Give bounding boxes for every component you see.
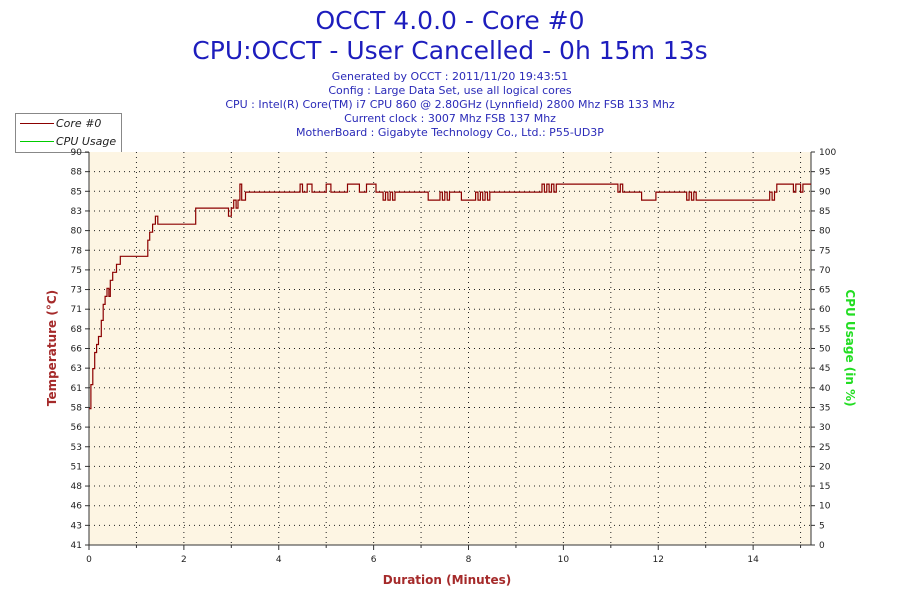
y2-tick-label: 80 <box>819 227 831 237</box>
y-tick-label: 71 <box>71 305 82 315</box>
y2-tick-label: 95 <box>819 168 830 178</box>
y-tick-label: 78 <box>71 246 83 256</box>
y2-tick-label: 90 <box>819 187 831 197</box>
x-tick-label: 4 <box>276 555 282 565</box>
y-tick-label: 83 <box>71 207 82 217</box>
legend-swatch-usage <box>20 141 54 142</box>
grid <box>89 152 811 545</box>
y2-tick-label: 25 <box>819 443 830 453</box>
y2-tick-label: 85 <box>819 207 830 217</box>
y2-tick-label: 75 <box>819 246 830 256</box>
series-line-core <box>89 183 811 410</box>
y-tick-label: 85 <box>71 187 82 197</box>
y-tick-label: 51 <box>71 462 82 472</box>
y2-tick-label: 55 <box>819 325 830 335</box>
y-tick-label: 63 <box>71 364 82 374</box>
y-tick-label: 90 <box>71 148 83 158</box>
y2-tick-label: 45 <box>819 364 830 374</box>
y-tick-label: 41 <box>71 541 82 551</box>
legend-label-usage: CPU Usage <box>56 135 117 148</box>
legend: Core #0 CPU Usage <box>15 113 122 153</box>
legend-item-usage: CPU Usage <box>16 133 121 151</box>
y-tick-label: 53 <box>71 443 82 453</box>
info-line-motherboard: MotherBoard : Gigabyte Technology Co., L… <box>296 126 604 139</box>
info-line-cpu: CPU : Intel(R) Core(TM) i7 CPU 860 @ 2.8… <box>225 98 675 111</box>
y-tick-label: 43 <box>71 521 82 531</box>
x-tick-label: 14 <box>747 555 759 565</box>
y2-tick-label: 40 <box>819 384 831 394</box>
info-line-generated: Generated by OCCT : 2011/11/20 19:43:51 <box>331 70 569 83</box>
x-tick-label: 10 <box>558 555 570 565</box>
y2-tick-label: 65 <box>819 286 830 296</box>
y-tick-label: 68 <box>71 325 83 335</box>
y-tick-label: 46 <box>71 502 83 512</box>
x-tick-label: 0 <box>86 555 92 565</box>
y2-tick-label: 50 <box>819 345 831 355</box>
y-axis-title: Temperature (°C) <box>45 290 59 406</box>
chart-subtitle: CPU:OCCT - User Cancelled - 0h 15m 13s <box>192 36 708 65</box>
y-tick-label: 80 <box>71 227 83 237</box>
y2-axis-title: CPU Usage (in %) <box>843 289 857 406</box>
y-tick-label: 75 <box>71 266 82 276</box>
y-tick-label: 61 <box>71 384 82 394</box>
series-group <box>89 183 811 410</box>
y2-tick-label: 5 <box>819 521 825 531</box>
y2-tick-label: 0 <box>819 541 825 551</box>
y-tick-label: 56 <box>71 423 83 433</box>
x-tick-label: 6 <box>371 555 377 565</box>
x-axis-title: Duration (Minutes) <box>383 573 511 587</box>
chart-title: OCCT 4.0.0 - Core #0 <box>315 6 585 35</box>
y2-tick-label: 35 <box>819 403 830 413</box>
legend-item-core: Core #0 <box>16 115 121 133</box>
right-axis: 0 5 10 15 20 25 30 35 40 45 50 55 60 65 70 75 80 85 90 95 10… <box>811 148 836 551</box>
x-axis: 0 2 4 6 8 10 12 14 <box>86 545 802 565</box>
y2-tick-label: 15 <box>819 482 830 492</box>
y-tick-label: 88 <box>71 168 83 178</box>
y-tick-label: 73 <box>71 286 82 296</box>
legend-swatch-core <box>20 123 54 124</box>
left-axis: 41 43 46 48 51 53 56 58 61 63 66 68 71 73 75 78 80 83 85 88… <box>71 148 89 551</box>
info-line-clock: Current clock : 3007 Mhz FSB 137 Mhz <box>344 112 556 125</box>
y2-tick-label: 20 <box>819 462 831 472</box>
y2-tick-label: 100 <box>819 148 836 158</box>
x-tick-label: 2 <box>181 555 187 565</box>
x-tick-label: 12 <box>653 555 664 565</box>
y-tick-label: 58 <box>71 403 83 413</box>
y2-tick-label: 30 <box>819 423 831 433</box>
y-tick-label: 48 <box>71 482 83 492</box>
x-tick-label: 8 <box>466 555 472 565</box>
y2-tick-label: 70 <box>819 266 831 276</box>
info-line-config: Config : Large Data Set, use all logical… <box>328 84 572 97</box>
y-tick-label: 66 <box>71 345 83 355</box>
y2-tick-label: 60 <box>819 305 831 315</box>
y2-tick-label: 10 <box>819 502 831 512</box>
legend-label-core: Core #0 <box>56 117 102 130</box>
